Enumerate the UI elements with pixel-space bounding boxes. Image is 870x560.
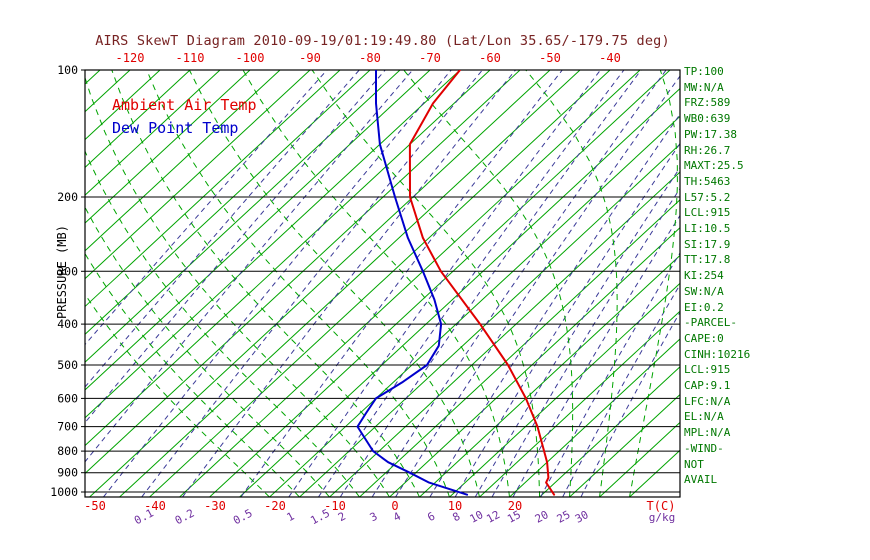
isotherm-lines — [85, 70, 680, 497]
stat-line: RH:26.7 — [684, 143, 731, 157]
bottom-temp-tick-label: -10 — [324, 499, 346, 513]
bottom-temp-tick-label: 10 — [448, 499, 462, 513]
bottom-temp-axis: -50 -40 -30 -20 -10 0 10 20 T(C) — [84, 499, 675, 513]
mixing-ratio-label: 0.2 — [173, 507, 197, 528]
pressure-tick-label: 1000 — [50, 485, 78, 499]
legend-ambient-air-temp: Ambient Air Temp — [112, 96, 257, 114]
pressure-tick-label: 800 — [57, 444, 78, 458]
stat-line: MPL:N/A — [684, 426, 731, 440]
stat-line: FRZ:589 — [684, 96, 731, 110]
top-temp-tick-label: -70 — [419, 51, 441, 65]
mixing-ratio-lines — [85, 70, 680, 497]
moist-adiabat-lines — [85, 70, 678, 497]
mixing-ratio-label: 20 — [533, 508, 551, 526]
stat-line: TH:5463 — [684, 174, 731, 188]
top-temp-tick-label: -110 — [176, 51, 205, 65]
mixing-ratio-label: 0.5 — [231, 507, 255, 528]
pressure-lines: 100 200 300 400 500 600 700 800 900 1000 — [50, 63, 680, 499]
mixing-ratio-label: 6 — [425, 510, 437, 525]
pressure-tick-label: 300 — [57, 264, 78, 278]
stat-line: TP:100 — [684, 65, 724, 78]
mixing-ratio-label: 15 — [505, 508, 523, 526]
legend-dew-point-temp: Dew Point Temp — [112, 119, 239, 137]
stat-line: -WIND- — [684, 441, 724, 455]
bottom-temp-tick-label: -30 — [204, 499, 226, 513]
stat-line: EL:N/A — [684, 410, 724, 424]
pressure-axis-label: PRESSURE (MB) — [55, 225, 69, 319]
stat-line: SW:N/A — [684, 284, 724, 298]
mixing-ratio-label: 3 — [368, 510, 380, 525]
top-temp-tick-label: -120 — [116, 51, 145, 65]
mixing-ratio-label: 30 — [573, 508, 591, 526]
stat-line: L57:5.2 — [684, 190, 731, 204]
temperature-curve — [408, 70, 556, 496]
stat-line: PW:17.38 — [684, 127, 737, 141]
top-temp-tick-label: -90 — [299, 51, 321, 65]
sounding-profiles — [356, 70, 556, 496]
stat-line: -PARCEL- — [684, 316, 737, 330]
stats-panel: TP:100 MW:N/A FRZ:589 WB0:639 PW:17.38 RH:26.… — [684, 64, 750, 488]
pressure-tick-label: 600 — [57, 391, 78, 405]
stat-line: NOT — [684, 457, 704, 471]
stat-line: MAXT:25.5 — [684, 159, 744, 173]
pressure-tick-label: 200 — [57, 190, 78, 204]
top-temp-axis: -120 -110 -100 -90 -80 -70 -60 -50 -40 — [116, 51, 621, 65]
pressure-tick-label: 400 — [57, 317, 78, 331]
top-temp-tick-label: -50 — [539, 51, 561, 65]
mixing-ratio-label: 2 — [336, 510, 348, 525]
stat-line: SI:17.9 — [684, 237, 731, 251]
pressure-tick-label: 700 — [57, 420, 78, 434]
pressure-tick-label: 100 — [57, 63, 78, 77]
stat-line: WB0:639 — [684, 112, 731, 126]
bottom-temp-tick-label: 0 — [391, 499, 398, 513]
stat-line: LCL:915 — [684, 206, 731, 220]
stat-line: CAPE:0 — [684, 331, 724, 345]
stat-line: KI:254 — [684, 269, 724, 283]
stat-line: EI:0.2 — [684, 300, 724, 314]
top-temp-tick-label: -40 — [599, 51, 621, 65]
chart-title: AIRS SkewT Diagram 2010-09-19/01:19:49.8… — [95, 33, 670, 49]
dewpoint-curve — [356, 70, 469, 496]
bottom-temp-tick-label: -50 — [84, 499, 106, 513]
stat-line: LFC:N/A — [684, 394, 731, 408]
bottom-temp-tick-label: -20 — [264, 499, 286, 513]
mixing-ratio-label: 25 — [555, 508, 573, 526]
pressure-tick-label: 500 — [57, 358, 78, 372]
stat-line: LCL:915 — [684, 363, 731, 377]
stat-line: LI:10.5 — [684, 222, 731, 236]
top-temp-tick-label: -100 — [236, 51, 265, 65]
bottom-temp-tick-label: -40 — [144, 499, 166, 513]
top-temp-tick-label: -80 — [359, 51, 381, 65]
stat-line: MW:N/A — [684, 80, 724, 94]
mixing-ratio-label: 12 — [484, 508, 502, 526]
mixing-ratio-label: 1 — [285, 510, 297, 525]
temp-unit-label: T(C) — [647, 499, 676, 513]
mixing-ratio-label: 4 — [391, 509, 403, 524]
stat-line: TT:17.8 — [684, 253, 731, 267]
stat-line: CINH:10216 — [684, 347, 751, 361]
stat-line: AVAIL — [684, 473, 718, 487]
mixing-unit-label: g/kg — [649, 511, 676, 524]
bottom-temp-tick-label: 20 — [508, 499, 522, 513]
pressure-tick-label: 900 — [57, 466, 78, 480]
mixing-ratio-label: 8 — [450, 510, 462, 525]
mixing-ratio-label: 10 — [468, 508, 486, 526]
stat-line: CAP:9.1 — [684, 379, 731, 393]
top-temp-tick-label: -60 — [479, 51, 501, 65]
